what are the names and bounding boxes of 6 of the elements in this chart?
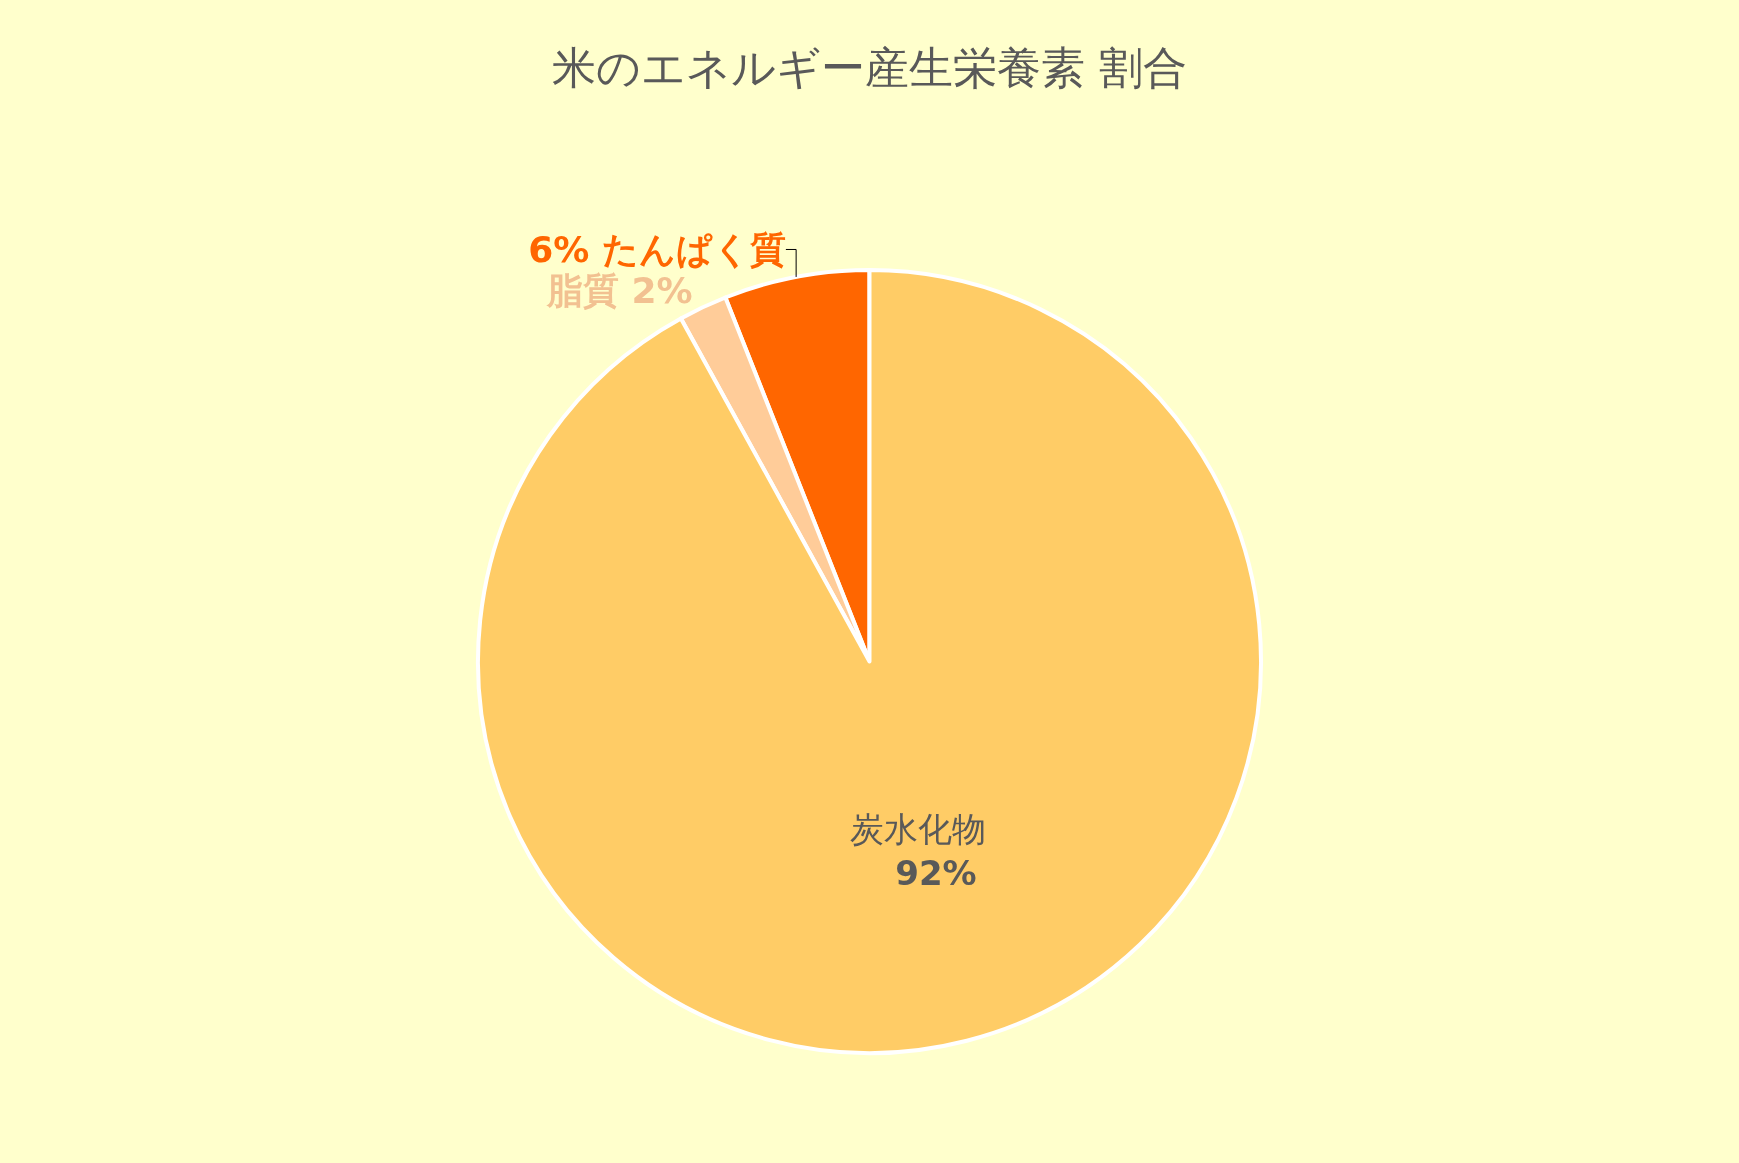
slice-label: 炭水化物	[850, 809, 987, 849]
slice-label: 脂質 2%	[545, 269, 693, 311]
pie-slice	[476, 268, 1263, 1055]
slice-label: 6% たんぱく質	[528, 228, 786, 270]
chart-title: 米のエネルギー産生栄養素 割合	[552, 42, 1187, 94]
data-label: 92%	[859, 853, 977, 894]
